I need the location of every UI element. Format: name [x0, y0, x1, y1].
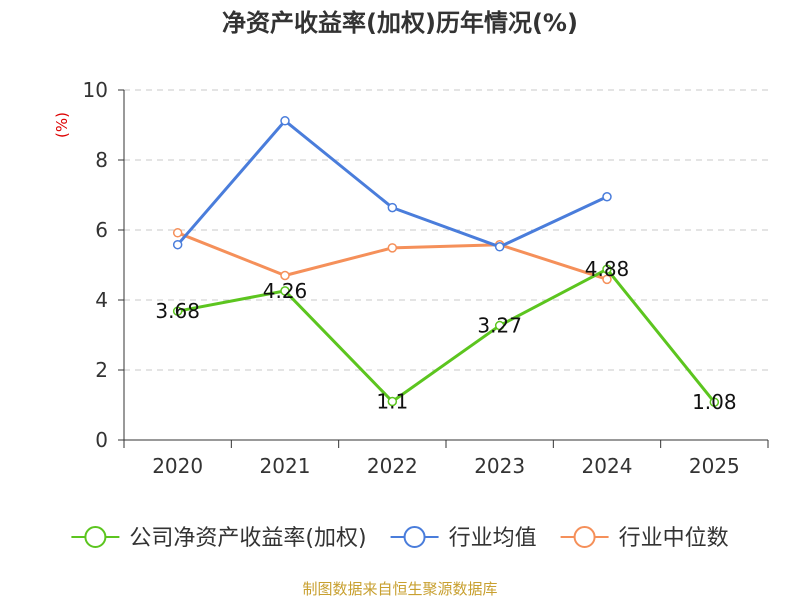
y-tick-label: 10 — [83, 78, 108, 102]
axes: 0 2 4 6 8 10 2020 2021 2022 2023 2024 2025 — [83, 78, 769, 478]
x-tick-label: 2023 — [474, 454, 525, 478]
data-label: 3.68 — [155, 299, 200, 323]
data-point — [387, 396, 398, 407]
legend-item-0: 公司净资产收益率(加权) — [71, 526, 367, 551]
chart-title: 净资产收益率(加权)历年情况(%) — [222, 9, 578, 37]
data-point — [280, 286, 290, 296]
data-labels: 3.68 4.26 1.1 3.27 4.88 1.08 — [155, 257, 736, 414]
data-point — [602, 264, 612, 274]
data-point — [602, 192, 612, 202]
legend-swatch-marker — [403, 526, 426, 548]
gridlines — [124, 89, 768, 371]
x-tick-label: 2024 — [582, 454, 633, 478]
y-tick-label: 2 — [95, 358, 108, 382]
legend-label: 公司净资产收益率(加权) — [129, 526, 366, 551]
data-point — [280, 270, 290, 281]
source-note: 制图数据来自恒生聚源数据库 — [302, 580, 497, 598]
x-tick-label: 2020 — [152, 454, 203, 478]
series-line — [177, 267, 716, 404]
data-point — [172, 306, 183, 316]
series-line — [177, 231, 608, 281]
y-tick-label: 6 — [95, 218, 108, 242]
data-point — [280, 116, 290, 126]
data-point — [387, 243, 398, 253]
data-label: 3.27 — [477, 314, 522, 338]
series-2 — [172, 228, 612, 285]
data-point — [172, 239, 183, 250]
data-point — [494, 242, 505, 252]
y-axis-unit-label: (%) — [53, 112, 71, 138]
series-line — [176, 119, 608, 249]
y-tick-label: 4 — [95, 288, 108, 312]
legend-label: 行业均值 — [449, 526, 537, 551]
legend-swatch-marker — [573, 526, 596, 548]
data-label: 1.1 — [376, 390, 408, 414]
legend-label: 行业中位数 — [619, 526, 729, 551]
x-tick-label: 2022 — [367, 454, 418, 478]
data-point — [602, 274, 612, 285]
data-point — [387, 202, 398, 213]
data-label: 1.08 — [692, 390, 737, 414]
data-point — [709, 397, 720, 407]
data-series — [172, 116, 720, 407]
series-1 — [172, 116, 612, 252]
y-tick-label: 8 — [95, 148, 108, 172]
legend-swatch-marker — [84, 526, 107, 548]
legend-item-2: 行业中位数 — [560, 526, 729, 551]
data-label: 4.26 — [263, 279, 308, 303]
data-label: 4.88 — [585, 257, 630, 281]
series-0 — [172, 264, 720, 407]
legend: 公司净资产收益率(加权) 行业均值 行业中位数 — [71, 526, 729, 551]
data-point — [172, 228, 183, 238]
data-point — [494, 320, 505, 331]
legend-item-1: 行业均值 — [390, 526, 537, 551]
x-tick-label: 2021 — [260, 454, 311, 478]
x-tick-label: 2025 — [689, 454, 740, 478]
y-tick-label: 0 — [95, 428, 108, 452]
